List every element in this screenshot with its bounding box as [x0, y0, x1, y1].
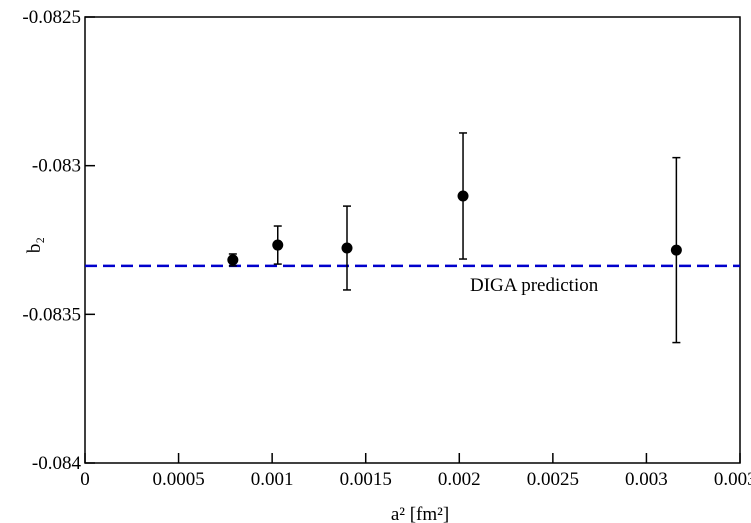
point: [341, 242, 353, 254]
y-tick-label: -0.083: [32, 156, 81, 177]
plot-frame: [84, 16, 741, 464]
point: [670, 244, 682, 256]
x-tick-label: 0.002: [438, 469, 481, 490]
point: [272, 239, 284, 251]
x-tick-label: 0.0015: [340, 469, 392, 490]
y-tick-label: -0.084: [32, 453, 82, 474]
point: [457, 190, 469, 202]
point: [227, 254, 239, 266]
y-axis-label: b₂: [24, 237, 45, 253]
x-tick-label: 0.0035: [714, 469, 751, 490]
reference-label: DIGA prediction: [470, 275, 599, 296]
x-tick-label: 0.0025: [527, 469, 579, 490]
y-tick-label: -0.0835: [22, 304, 81, 325]
x-tick-label: 0.001: [251, 469, 294, 490]
y-tick-label: -0.0825: [22, 7, 81, 28]
x-tick-label: 0: [80, 469, 90, 490]
x-tick-label: 0.0005: [152, 469, 204, 490]
x-tick-label: 0.003: [625, 469, 668, 490]
x-axis-label: a² [fm²]: [391, 504, 449, 523]
